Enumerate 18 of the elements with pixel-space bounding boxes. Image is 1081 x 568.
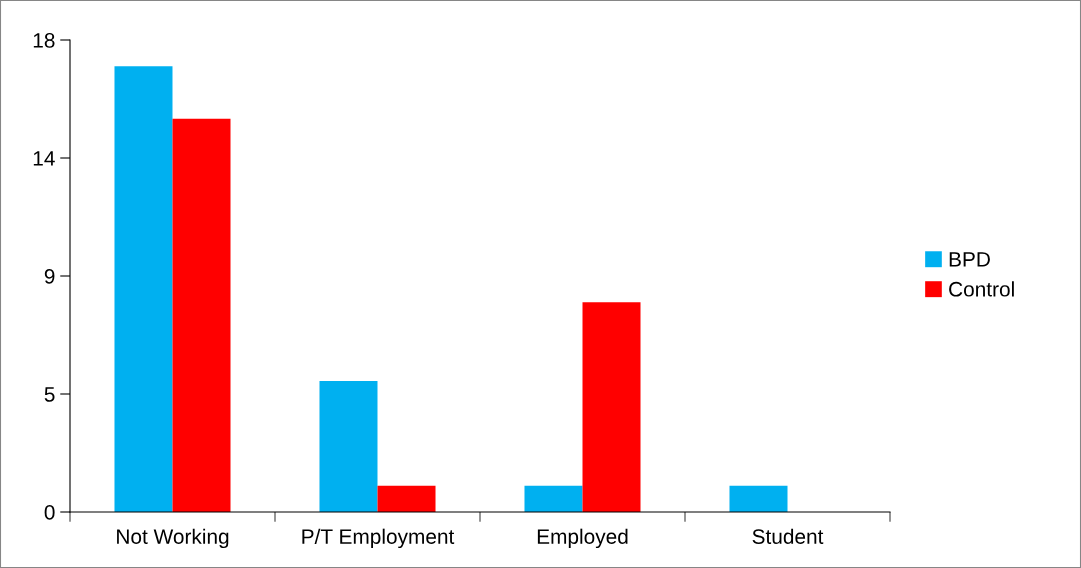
y-tick-label: 5 <box>44 387 55 402</box>
y-tick-label: 9 <box>44 269 55 284</box>
bar <box>114 66 173 512</box>
y-tick-label: 14 <box>33 151 55 166</box>
y-tick-label: 0 <box>44 505 55 520</box>
legend-label: Control <box>949 281 1014 297</box>
bar <box>172 118 231 512</box>
bar <box>377 485 436 512</box>
y-tick-label: 18 <box>33 33 55 48</box>
x-tick-label: Employed <box>537 528 628 549</box>
x-tick-label: P/T Employment <box>302 528 455 549</box>
bar <box>729 485 788 512</box>
x-tick-label: Student <box>752 528 824 544</box>
bar <box>524 485 583 512</box>
legend-label: BPD <box>949 252 990 267</box>
x-tick-label: Not Working <box>117 528 229 549</box>
bar <box>582 302 641 512</box>
bar <box>319 380 378 512</box>
